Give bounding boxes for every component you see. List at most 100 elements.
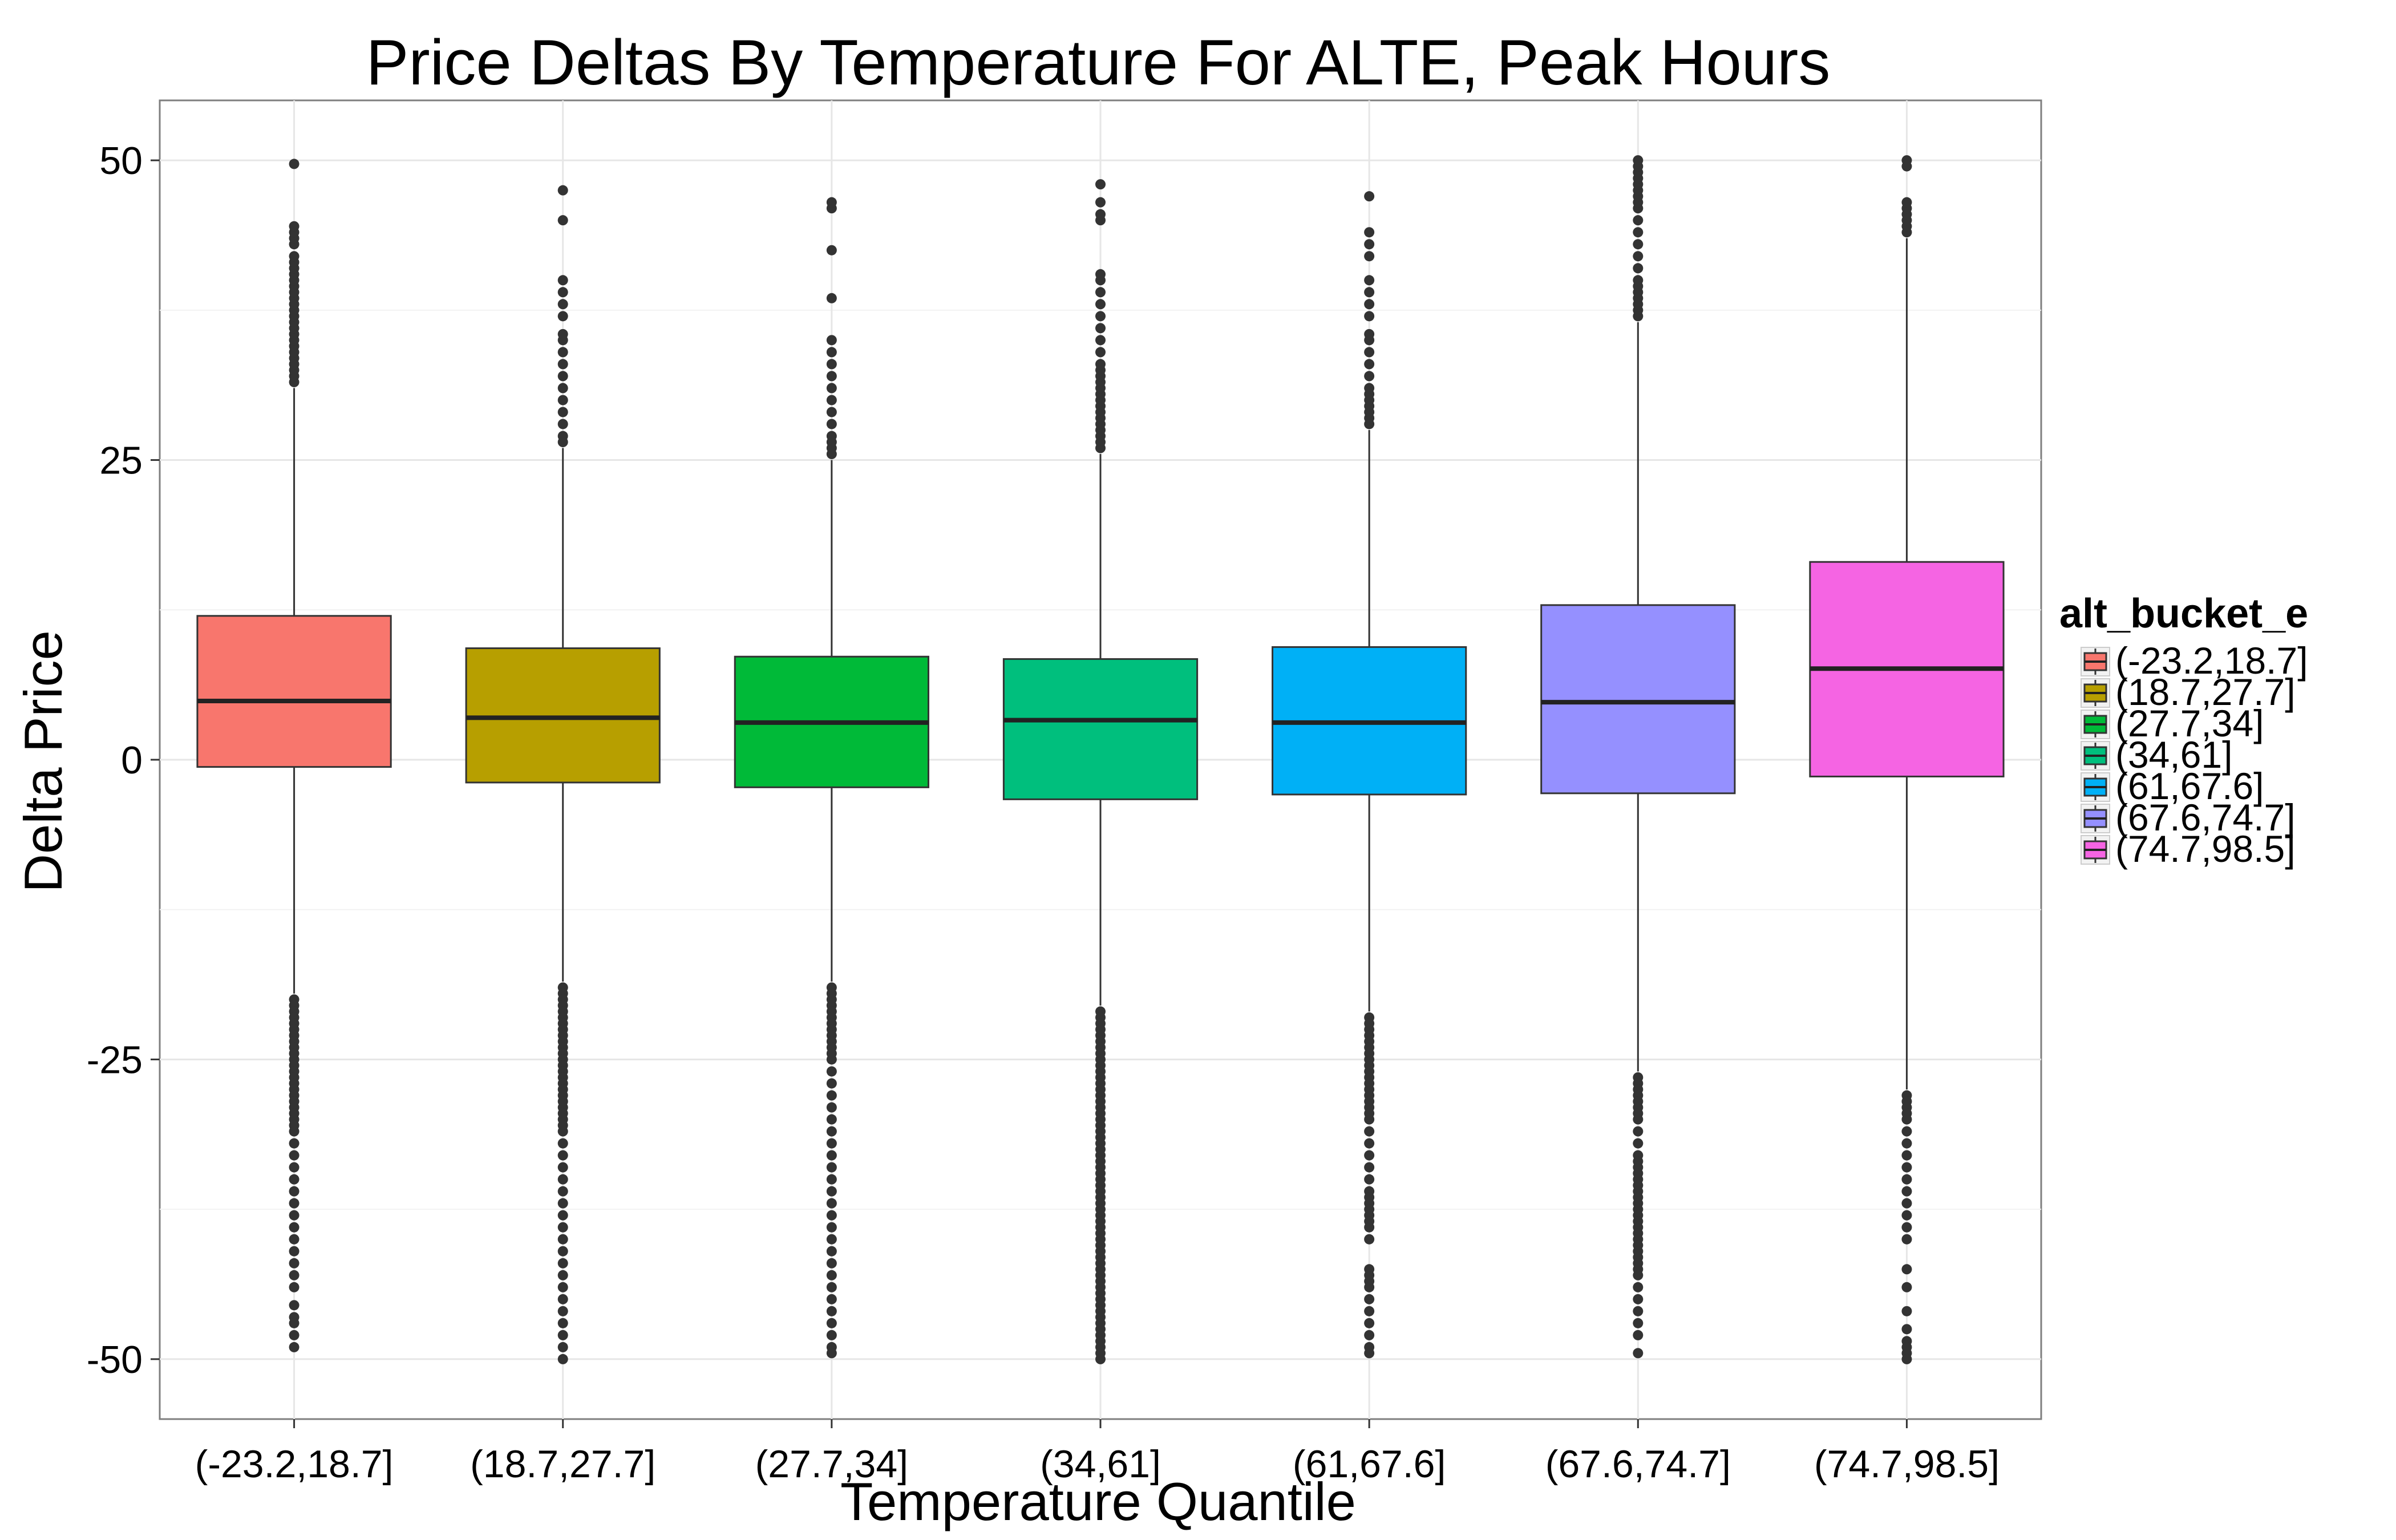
legend-item: (18.7,27.7] (2081, 671, 2296, 713)
outlier-point (1364, 347, 1375, 358)
box-iqr (1540, 604, 1736, 795)
outlier-point (1901, 1353, 1912, 1364)
outlier-point (289, 1234, 300, 1245)
outlier-point (1364, 1150, 1375, 1161)
outlier-point (557, 359, 568, 370)
outlier-point (826, 371, 837, 382)
outlier-point (826, 1066, 837, 1077)
outlier-point (557, 1318, 568, 1328)
outlier-point (1901, 1222, 1912, 1233)
legend-label: (18.7,27.7] (2115, 671, 2296, 713)
outlier-point (1633, 1282, 1644, 1292)
outlier-point (557, 1234, 568, 1245)
outlier-point (1901, 197, 1912, 208)
outlier-point (1633, 1270, 1644, 1280)
outlier-point (826, 1222, 837, 1233)
outlier-point (1901, 1198, 1912, 1209)
box-group (734, 197, 929, 1359)
outlier-point (557, 329, 568, 339)
outlier-point (557, 1174, 568, 1185)
outlier-point (1095, 299, 1106, 310)
outlier-point (826, 359, 837, 370)
outlier-point (289, 1186, 300, 1197)
outlier-point (826, 1150, 837, 1161)
outlier-point (557, 1330, 568, 1340)
x-tick-label: (27.7,34] (755, 1442, 908, 1486)
outlier-point (1095, 197, 1106, 208)
outlier-point (557, 1222, 568, 1233)
outlier-point (826, 1258, 837, 1269)
outlier-point (1901, 1282, 1912, 1292)
outlier-point (1095, 323, 1106, 334)
outlier-point (1633, 155, 1644, 166)
y-tick-label: 0 (121, 739, 143, 782)
outlier-point (1095, 335, 1106, 346)
outlier-point (557, 1138, 568, 1149)
outlier-point (557, 287, 568, 298)
outlier-point (1901, 1150, 1912, 1161)
outlier-point (1095, 1353, 1106, 1364)
chart-title: Price Deltas By Temperature For ALTE, Pe… (366, 27, 1831, 98)
outlier-point (1633, 1330, 1644, 1340)
outlier-point (1901, 155, 1912, 166)
outlier-point (826, 1330, 837, 1340)
outlier-point (826, 1234, 837, 1245)
outlier-point (826, 293, 837, 303)
x-tick-label: (18.7,27.7] (470, 1442, 655, 1486)
outlier-point (289, 1282, 300, 1292)
x-tick-label: (61,67.6] (1293, 1442, 1446, 1486)
outlier-point (289, 1126, 300, 1137)
box-group (465, 185, 661, 1364)
outlier-point (1364, 311, 1375, 322)
outlier-point (289, 1258, 300, 1269)
outlier-point (826, 1138, 837, 1149)
x-axis-title: Temperature Quantile (840, 1472, 1356, 1531)
outlier-point (826, 1246, 837, 1257)
outlier-point (1364, 1114, 1375, 1125)
outlier-point (557, 215, 568, 226)
outlier-point (826, 1198, 837, 1209)
outlier-point (1364, 1138, 1375, 1149)
outlier-point (289, 1174, 300, 1185)
outlier-point (289, 1300, 300, 1311)
x-tick-label: (67.6,74.7] (1545, 1442, 1731, 1486)
outlier-point (1095, 269, 1106, 279)
outlier-point (1633, 227, 1644, 238)
outlier-point (1364, 191, 1375, 202)
outlier-point (1901, 1186, 1912, 1197)
outlier-point (557, 347, 568, 358)
outlier-point (557, 1126, 568, 1137)
box-iqr (196, 615, 392, 768)
box-group (1809, 155, 2005, 1364)
x-tick-label: (34,61] (1040, 1442, 1161, 1486)
x-tick-label: (-23.2,18.7] (195, 1442, 394, 1486)
outlier-point (826, 407, 837, 418)
outlier-point (1364, 251, 1375, 262)
outlier-point (826, 1102, 837, 1113)
axes-layer: 50 25 0 -25 -50 (-23.2,18.7] (18.7,27.7] (27.7,… (87, 139, 2000, 1486)
outlier-point (1364, 1222, 1375, 1233)
outlier-point (1633, 1126, 1644, 1137)
legend-title: alt_bucket_e (2059, 591, 2308, 637)
legend-item: (67.6,74.7] (2081, 796, 2296, 838)
y-tick-label: -50 (87, 1338, 143, 1381)
box-group (1002, 179, 1199, 1364)
outlier-point (557, 1294, 568, 1304)
outlier-point (826, 197, 837, 208)
outlier-point (1364, 287, 1375, 298)
outlier-point (826, 383, 837, 394)
outlier-point (289, 1138, 300, 1149)
outlier-point (557, 1282, 568, 1292)
outlier-point (826, 335, 837, 346)
legend-item: (74.7,98.5] (2081, 828, 2296, 870)
outlier-point (289, 1342, 300, 1352)
outlier-point (557, 275, 568, 286)
outlier-point (557, 383, 568, 394)
outlier-point (1901, 1264, 1912, 1275)
outlier-point (826, 1306, 837, 1316)
y-tick-label: -25 (87, 1038, 143, 1081)
outlier-point (1364, 275, 1375, 286)
outlier-point (557, 1162, 568, 1173)
outlier-point (1095, 359, 1106, 370)
legend-item: (61,67.6] (2081, 765, 2264, 807)
